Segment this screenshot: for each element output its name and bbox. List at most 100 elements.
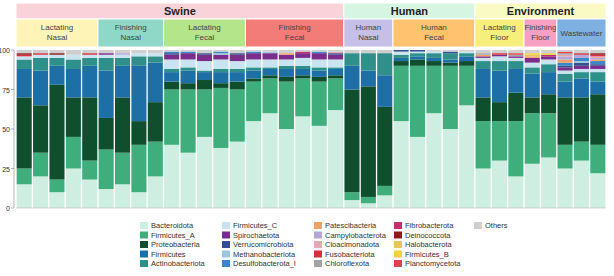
- bar-segment: [82, 180, 97, 208]
- bar-segment: [410, 50, 425, 51]
- bar-segment: [557, 53, 572, 55]
- bar-segment: [377, 50, 392, 53]
- bar-segment: [49, 192, 64, 208]
- legend-swatch: [222, 251, 230, 258]
- bar-segment: [328, 55, 343, 60]
- bar-segment: [525, 164, 540, 208]
- bar-segment: [426, 58, 441, 61]
- y-tick: [11, 129, 14, 130]
- bar-segment: [410, 50, 425, 51]
- bar-segment: [410, 66, 425, 137]
- bar-segment: [181, 71, 196, 84]
- bar-segment: [590, 50, 605, 53]
- bar-segment: [17, 97, 32, 168]
- bar-segment: [49, 58, 64, 66]
- bar-segment: [213, 88, 228, 148]
- bar-segment: [574, 69, 589, 72]
- legend-swatch: [140, 251, 148, 258]
- bar-segment: [262, 59, 277, 67]
- bar-segment: [508, 176, 523, 208]
- bar-segment: [574, 161, 589, 208]
- bar-segment: [476, 97, 491, 121]
- bar-segment: [312, 59, 327, 67]
- bar-segment: [66, 169, 81, 209]
- legend-swatch: [140, 232, 148, 239]
- bar-segment: [148, 50, 163, 53]
- bar-segment: [574, 61, 589, 63]
- bar-segment: [541, 72, 556, 94]
- bar-segment: [574, 97, 589, 141]
- bar-segment: [99, 71, 114, 118]
- bar-segment: [394, 52, 409, 55]
- bar-segment: [525, 63, 540, 68]
- bar-segment: [279, 59, 294, 65]
- bar-segment: [213, 148, 228, 208]
- subgroup-band: [344, 19, 393, 47]
- bar-segment: [344, 192, 359, 200]
- bar-segment: [410, 50, 425, 51]
- bar-segment: [328, 67, 343, 69]
- legend-label: Campylobacterota: [325, 231, 387, 240]
- subgroup-label: LactatingFloor: [483, 23, 515, 42]
- bar-segment: [508, 69, 523, 93]
- bar-segment: [426, 52, 441, 54]
- bar-segment: [262, 50, 277, 52]
- bar-segment: [492, 53, 507, 55]
- bar-segment: [590, 69, 605, 72]
- bar-segment: [525, 50, 540, 53]
- bar-segment: [344, 66, 359, 90]
- bar-segment: [459, 105, 474, 208]
- bar-segment: [590, 145, 605, 173]
- bar-segment: [590, 59, 605, 61]
- bar-segment: [328, 75, 343, 78]
- bar-segment: [131, 145, 146, 192]
- bar-segment: [410, 50, 425, 51]
- bar-segment: [279, 77, 294, 82]
- bar-segment: [410, 50, 425, 51]
- bar-segment: [541, 94, 556, 113]
- bar-segment: [99, 118, 114, 150]
- bar-segment: [279, 50, 294, 53]
- bar-segment: [82, 50, 97, 53]
- bar-segment: [574, 58, 589, 61]
- y-tick: [11, 50, 14, 51]
- bar-segment: [410, 50, 425, 51]
- bar-segment: [17, 55, 32, 57]
- legend-swatch: [394, 241, 402, 248]
- bar-segment: [574, 53, 589, 55]
- bar-segment: [410, 50, 425, 51]
- bar-segment: [164, 72, 179, 81]
- bar-segment: [262, 113, 277, 208]
- bar-segment: [344, 200, 359, 208]
- bar-segment: [197, 53, 212, 55]
- bar-segment: [443, 52, 458, 54]
- bar-segment: [525, 74, 540, 98]
- bar-segment: [443, 59, 458, 62]
- bar-segment: [394, 50, 409, 51]
- bar-segment: [590, 55, 605, 57]
- bar-segment: [131, 50, 146, 53]
- bar-segment: [230, 61, 245, 69]
- bar-segment: [279, 129, 294, 208]
- bar-segment: [197, 72, 212, 80]
- bar-segment: [476, 50, 491, 53]
- bar-segment: [590, 72, 605, 81]
- bar-segment: [410, 137, 425, 208]
- bar-segment: [33, 105, 48, 152]
- bar-segment: [131, 53, 146, 56]
- bar-segment: [197, 61, 212, 70]
- bar-segment: [66, 97, 81, 136]
- bar-segment: [361, 50, 376, 53]
- bar-segment: [99, 150, 114, 190]
- bar-segment: [492, 121, 507, 161]
- bar-segment: [181, 67, 196, 70]
- bar-segment: [525, 53, 540, 55]
- legend-swatch: [222, 222, 230, 229]
- bar-segment: [115, 50, 130, 53]
- bar-segment: [164, 53, 179, 55]
- y-tick-label: 75: [2, 87, 10, 94]
- bar-segment: [377, 75, 392, 107]
- bar-segment: [213, 52, 228, 54]
- bar-segment: [361, 203, 376, 208]
- bar-segment: [394, 58, 409, 61]
